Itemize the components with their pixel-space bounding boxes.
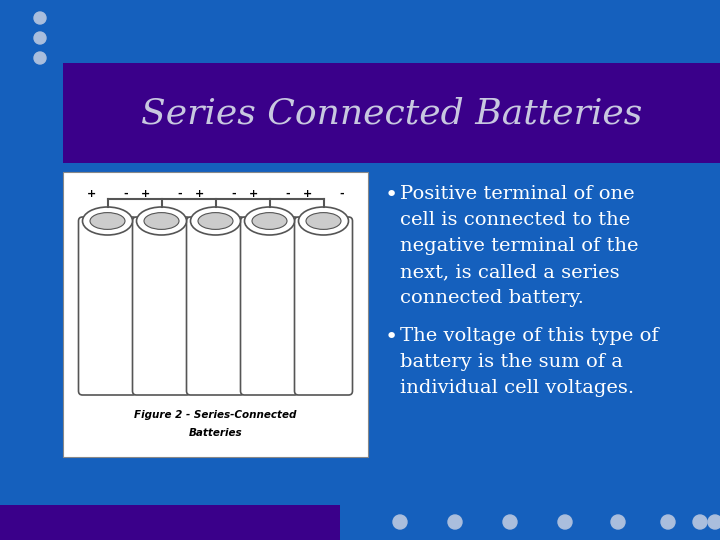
Ellipse shape (252, 213, 287, 230)
Text: +: + (140, 189, 150, 199)
Text: cell is connected to the: cell is connected to the (400, 211, 630, 229)
Circle shape (611, 515, 625, 529)
FancyBboxPatch shape (132, 217, 191, 395)
Ellipse shape (90, 213, 125, 230)
Text: next, is called a series: next, is called a series (400, 263, 620, 281)
Text: +: + (194, 189, 204, 199)
Ellipse shape (144, 213, 179, 230)
Text: +: + (248, 189, 258, 199)
FancyBboxPatch shape (186, 217, 245, 395)
Ellipse shape (306, 213, 341, 230)
Text: Figure 2 - Series-Connected: Figure 2 - Series-Connected (135, 410, 297, 420)
Circle shape (558, 515, 572, 529)
Text: -: - (124, 189, 128, 199)
Text: Batteries: Batteries (189, 428, 243, 438)
Ellipse shape (137, 207, 186, 235)
Ellipse shape (198, 213, 233, 230)
FancyBboxPatch shape (240, 217, 299, 395)
Text: Series Connected Batteries: Series Connected Batteries (141, 96, 642, 130)
Text: individual cell voltages.: individual cell voltages. (400, 379, 634, 397)
Circle shape (34, 12, 46, 24)
Text: battery is the sum of a: battery is the sum of a (400, 353, 623, 371)
Text: -: - (178, 189, 182, 199)
Text: negative terminal of the: negative terminal of the (400, 237, 639, 255)
Text: -: - (286, 189, 290, 199)
Text: connected battery.: connected battery. (400, 289, 584, 307)
FancyBboxPatch shape (78, 217, 137, 395)
Text: Positive terminal of one: Positive terminal of one (400, 185, 634, 203)
Text: •: • (385, 185, 398, 205)
Bar (63, 172, 368, 457)
Circle shape (693, 515, 707, 529)
Circle shape (503, 515, 517, 529)
Ellipse shape (299, 207, 348, 235)
FancyBboxPatch shape (294, 217, 353, 395)
Ellipse shape (191, 207, 240, 235)
Text: -: - (232, 189, 236, 199)
Circle shape (708, 515, 720, 529)
Text: +: + (302, 189, 312, 199)
Bar (0, 505, 340, 540)
Text: +: + (86, 189, 96, 199)
Ellipse shape (83, 207, 132, 235)
Text: The voltage of this type of: The voltage of this type of (400, 327, 659, 345)
Text: •: • (385, 327, 398, 347)
Bar (63, 63, 720, 163)
Text: -: - (340, 189, 344, 199)
Circle shape (34, 52, 46, 64)
Circle shape (661, 515, 675, 529)
Circle shape (448, 515, 462, 529)
Circle shape (393, 515, 407, 529)
Circle shape (34, 32, 46, 44)
Ellipse shape (245, 207, 294, 235)
